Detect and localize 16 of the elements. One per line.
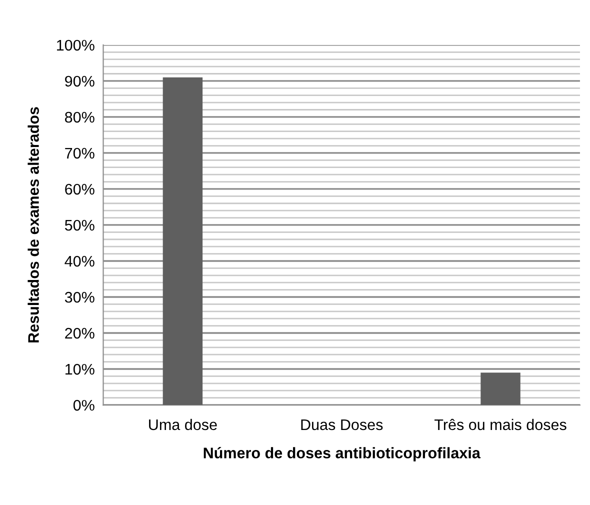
y-tick-label: 0% — [73, 400, 94, 411]
y-tick-label: 90% — [65, 76, 94, 87]
x-axis-title: Número de doses antibioticoprofilaxia — [204, 447, 481, 462]
y-tick-label: 40% — [64, 256, 94, 267]
y-tick-label: 60% — [65, 184, 94, 195]
y-tick-label: 100% — [57, 40, 94, 51]
x-tick-label: Uma dose — [149, 418, 217, 430]
y-tick-label: 30% — [64, 292, 94, 303]
y-tick-label: 70% — [65, 148, 94, 159]
y-tick-label: 80% — [65, 112, 94, 123]
y-tick-label: 50% — [64, 220, 94, 231]
y-tick-label: 10% — [66, 364, 94, 375]
x-tick-label: Três ou mais doses — [434, 418, 566, 430]
y-tick-label: 20% — [65, 328, 94, 339]
x-tick-label: Duas Doses — [301, 419, 383, 430]
y-axis-title: Resultados de exames alterados — [28, 107, 39, 342]
